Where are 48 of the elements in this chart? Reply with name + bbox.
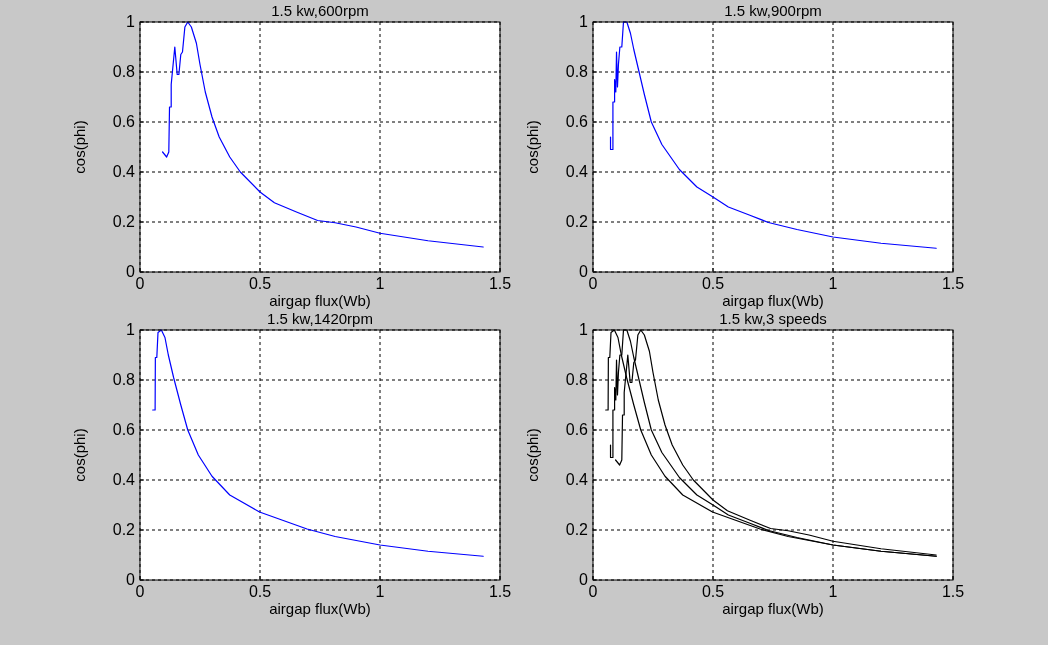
y-tick-label: 0 [579, 263, 589, 280]
y-tick-label: 0.8 [112, 63, 136, 80]
chart-title: 1.5 kw,900rpm [724, 2, 822, 19]
y-tick-label: 0.8 [112, 371, 136, 388]
x-tick-label: 1 [828, 275, 838, 292]
x-tick-label: 1 [375, 583, 385, 600]
chart-title: 1.5 kw,1420rpm [267, 310, 373, 327]
y-tick-label: 0.8 [565, 63, 589, 80]
x-axis-title: airgap flux(Wb) [269, 292, 371, 309]
x-tick-label: 0.5 [248, 583, 272, 600]
y-tick-label: 0.6 [112, 421, 136, 438]
y-tick-label: 0 [579, 571, 589, 588]
chart-title: 1.5 kw,3 speeds [719, 310, 827, 327]
x-axis-title: airgap flux(Wb) [269, 600, 371, 617]
x-tick-label: 1 [828, 583, 838, 600]
y-tick-label: 0.2 [112, 213, 136, 230]
x-axis-title: airgap flux(Wb) [722, 292, 824, 309]
y-axis-title: cos(phi) [71, 120, 88, 174]
y-tick-label: 1 [126, 321, 136, 338]
chart-title: 1.5 kw,600rpm [271, 2, 369, 19]
y-tick-label: 1 [126, 13, 136, 30]
y-tick-label: 0.2 [565, 213, 589, 230]
x-tick-label: 1.5 [488, 275, 512, 292]
x-tick-label: 0.5 [701, 583, 725, 600]
x-axis-title: airgap flux(Wb) [722, 600, 824, 617]
x-tick-label: 1.5 [941, 275, 965, 292]
y-tick-label: 0.2 [565, 521, 589, 538]
x-tick-label: 1.5 [941, 583, 965, 600]
y-tick-label: 1 [579, 321, 589, 338]
y-tick-label: 0.8 [565, 371, 589, 388]
y-tick-label: 0.2 [112, 521, 136, 538]
x-tick-label: 0.5 [701, 275, 725, 292]
y-tick-label: 1 [579, 13, 589, 30]
y-axis-title: cos(phi) [71, 428, 88, 482]
y-tick-label: 0.4 [112, 163, 136, 180]
y-axis-title: cos(phi) [524, 120, 541, 174]
y-tick-label: 0 [126, 263, 136, 280]
y-tick-label: 0 [126, 571, 136, 588]
y-tick-label: 0.4 [565, 163, 589, 180]
y-tick-label: 0.4 [112, 471, 136, 488]
y-axis-title: cos(phi) [524, 428, 541, 482]
x-tick-label: 0.5 [248, 275, 272, 292]
y-tick-label: 0.6 [565, 113, 589, 130]
y-tick-label: 0.4 [565, 471, 589, 488]
x-tick-label: 1 [375, 275, 385, 292]
y-tick-label: 0.6 [112, 113, 136, 130]
x-tick-label: 1.5 [488, 583, 512, 600]
y-tick-label: 0.6 [565, 421, 589, 438]
